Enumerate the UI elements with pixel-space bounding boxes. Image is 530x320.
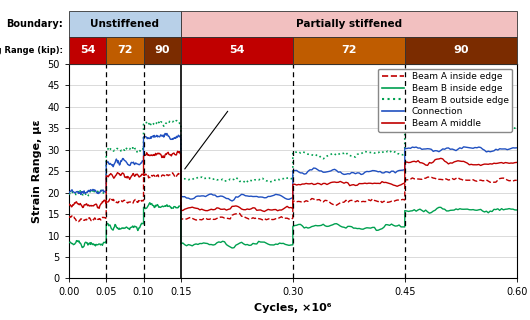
Bar	[181, 11, 517, 37]
Bar	[69, 11, 181, 37]
Text: Boundary:: Boundary:	[6, 19, 63, 29]
Text: 72: 72	[341, 45, 357, 55]
Text: 90: 90	[154, 45, 170, 55]
Y-axis label: Strain Range, με: Strain Range, με	[32, 119, 42, 223]
X-axis label: Cycles, ×10⁶: Cycles, ×10⁶	[254, 303, 332, 313]
Bar	[181, 37, 293, 64]
Bar	[144, 37, 181, 64]
Text: Partially stiffened: Partially stiffened	[296, 19, 402, 29]
Text: Loading Range (kip):: Loading Range (kip):	[0, 46, 63, 55]
Bar	[106, 37, 144, 64]
Text: Unstiffened: Unstiffened	[91, 19, 160, 29]
Text: 54: 54	[229, 45, 244, 55]
Text: 90: 90	[453, 45, 469, 55]
Text: 54: 54	[80, 45, 95, 55]
Bar	[293, 37, 405, 64]
Bar	[405, 37, 517, 64]
Bar	[69, 37, 106, 64]
Legend: Beam A inside edge, Beam B inside edge, Beam B outside edge, Connection, Beam A : Beam A inside edge, Beam B inside edge, …	[378, 68, 512, 132]
Text: 72: 72	[117, 45, 132, 55]
